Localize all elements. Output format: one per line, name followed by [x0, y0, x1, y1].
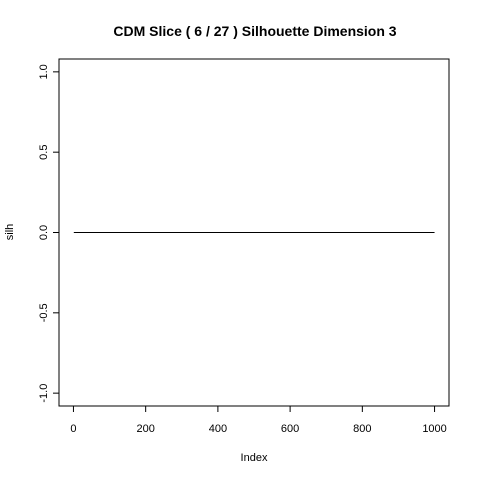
- y-tick-label: 1.0: [38, 64, 50, 79]
- x-tick-label: 1000: [422, 423, 446, 435]
- chart-title: CDM Slice ( 6 / 27 ) Silhouette Dimensio…: [113, 23, 396, 39]
- y-tick-label: -0.5: [38, 303, 50, 322]
- x-tick-label: 600: [281, 423, 299, 435]
- y-tick-label: 0.5: [38, 145, 50, 160]
- y-tick-label: -1.0: [38, 384, 50, 403]
- x-axis-label: Index: [241, 452, 268, 464]
- x-tick-label: 800: [353, 423, 371, 435]
- x-tick-label: 200: [136, 423, 154, 435]
- x-axis: 0 200 400 600 800 1000: [70, 405, 447, 435]
- y-tick-label: 0.0: [38, 225, 50, 240]
- x-tick-label: 400: [209, 423, 227, 435]
- x-tick-label: 0: [70, 423, 76, 435]
- y-axis: -1.0 -0.5 0.0 0.5 1.0: [38, 64, 60, 403]
- y-axis-label: silh: [4, 224, 16, 241]
